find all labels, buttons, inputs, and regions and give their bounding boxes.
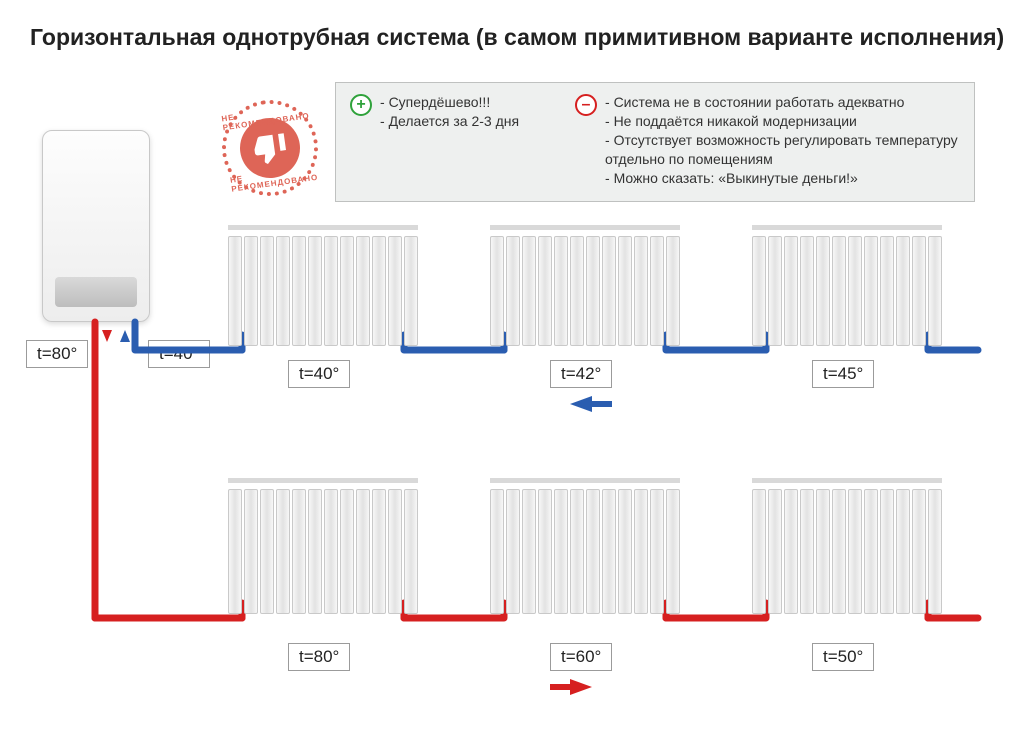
pros-item: Супердёшево!!! (380, 93, 519, 112)
cons-item: Можно сказать: «Выкинутые деньги!» (605, 169, 960, 188)
pros-list: Супердёшево!!!Делается за 2-3 дня (380, 93, 519, 191)
minus-icon: – (575, 94, 597, 116)
plus-icon: + (350, 94, 372, 116)
pros-column: + Супердёшево!!!Делается за 2-3 дня (350, 93, 575, 191)
boiler-out-arrow-icon (102, 330, 112, 342)
temp-label-boiler-out: t=80° (26, 340, 88, 368)
temp-label: t=80° (288, 643, 350, 671)
cons-list: Система не в состоянии работать адекватн… (605, 93, 960, 191)
temp-label: t=40° (288, 360, 350, 388)
radiator (490, 225, 680, 346)
flow-arrow-icon (570, 679, 592, 695)
boiler (42, 130, 150, 322)
temp-label: t=50° (812, 643, 874, 671)
radiator (752, 478, 942, 614)
temp-label: t=45° (812, 360, 874, 388)
radiator (228, 478, 418, 614)
pros-cons-box: + Супердёшево!!!Делается за 2-3 дня – Си… (335, 82, 975, 202)
radiator (228, 225, 418, 346)
cons-column: – Система не в состоянии работать адеква… (575, 93, 960, 191)
pros-item: Делается за 2-3 дня (380, 112, 519, 131)
boiler-display (91, 283, 113, 301)
flow-arrow-icon (570, 396, 592, 412)
cons-item: Система не в состоянии работать адекватн… (605, 93, 960, 112)
not-recommended-stamp: НЕ РЕКОМЕНДОВАНО НЕ РЕКОМЕНДОВАНО (216, 94, 324, 202)
cons-item: Отсутствует возможность регулировать тем… (605, 131, 960, 169)
page-title: Горизонтальная однотрубная система (в са… (30, 24, 1004, 51)
temp-label: t=42° (550, 360, 612, 388)
boiler-in-arrow-icon (120, 330, 130, 342)
radiator (490, 478, 680, 614)
radiator (752, 225, 942, 346)
temp-label-boiler-in: t=40° (148, 340, 210, 368)
cons-item: Не поддаётся никакой модернизации (605, 112, 960, 131)
temp-label: t=60° (550, 643, 612, 671)
